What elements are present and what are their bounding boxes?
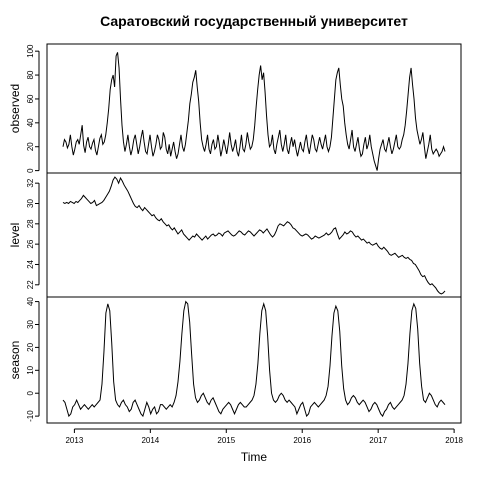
x-tick-label: 2016 <box>293 436 311 445</box>
panel-level-y-tick-label: 30 <box>26 198 35 207</box>
panel-observed-y-tick-label: 80 <box>26 70 35 79</box>
x-tick-label: 2018 <box>445 436 463 445</box>
panel-level-y-tick-label: 24 <box>26 259 35 268</box>
panel-season-y-tick-label: 0 <box>26 390 35 395</box>
panel-level-series-line <box>62 176 446 295</box>
panels-group: 020406080100observed222426283032level-10… <box>8 43 462 424</box>
panel-season-y-tick-label: -10 <box>26 410 35 422</box>
chart-title: Саратовский государственный университет <box>100 13 408 29</box>
panel-observed-y-tick-label: 40 <box>26 118 35 127</box>
panel-observed-y-tick-label: 20 <box>26 142 35 151</box>
x-tick-label: 2013 <box>65 436 83 445</box>
x-tick-label: 2015 <box>217 436 235 445</box>
panel-season: -10 0 10 20 30 40 season <box>8 296 462 424</box>
panel-level: 22 24 26 28 30 32 level <box>8 172 462 298</box>
panel-observed-series-line <box>62 52 446 171</box>
x-axis: 2013 2014 2015 2016 2017 2018 <box>65 428 464 445</box>
x-tick-label: 2014 <box>141 436 159 445</box>
panel-observed-y-tick-label: 0 <box>26 168 35 173</box>
panel-observed-label: observed <box>8 84 22 133</box>
x-tick-label: 2017 <box>369 436 387 445</box>
panel-observed-y-tick-label: 60 <box>26 94 35 103</box>
panel-level-y-tick-label: 32 <box>26 178 35 187</box>
panel-season-y-tick-label: 10 <box>26 365 35 374</box>
panel-level-y-tick-label: 28 <box>26 219 35 228</box>
panel-season-label: season <box>8 341 22 380</box>
panel-season-y-tick-label: 30 <box>26 319 35 328</box>
panel-observed-y-tick-label: 100 <box>26 44 35 58</box>
panel-season-y-tick-label: 40 <box>26 297 35 306</box>
panel-level-y-tick-label: 22 <box>26 280 35 289</box>
panel-season-y-tick-label: 20 <box>26 342 35 351</box>
panel-level-label: level <box>8 223 22 248</box>
panel-season-series-line <box>62 300 446 418</box>
panel-level-y-tick-label: 26 <box>26 239 35 248</box>
x-axis-label: Time <box>241 450 268 464</box>
panel-season-frame <box>46 296 462 424</box>
